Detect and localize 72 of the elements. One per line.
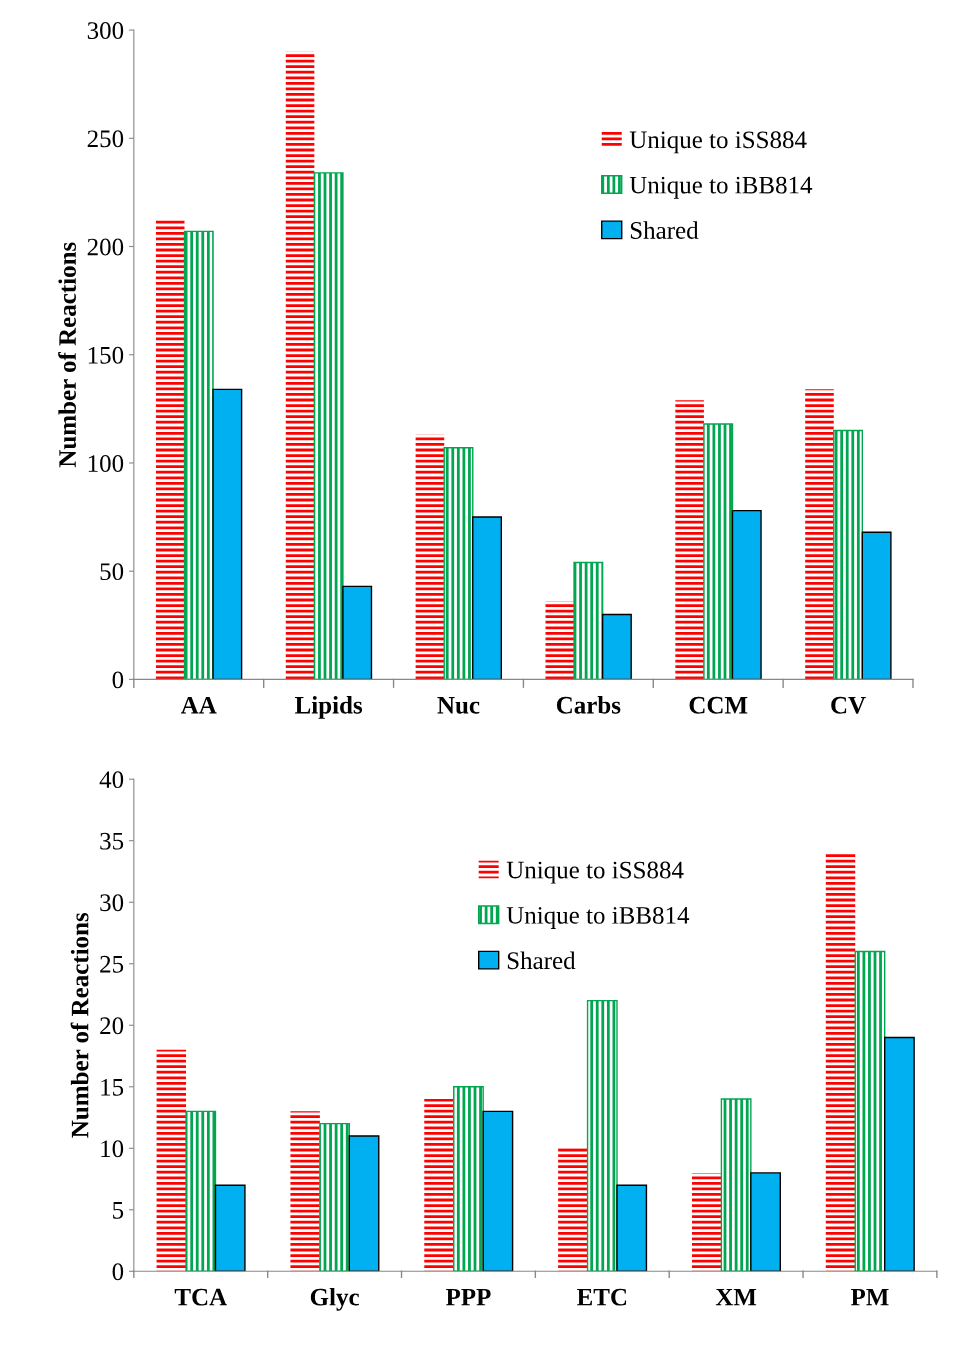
- y-tick-label: 250: [87, 130, 124, 148]
- x-tick-label: CCM: [689, 696, 748, 714]
- x-tick-label: PPP: [445, 1288, 491, 1306]
- x-tick-label: TCA: [174, 1288, 227, 1306]
- bar: [348, 1135, 380, 1272]
- x-tick-label: Nuc: [437, 697, 480, 714]
- y-tick-label: 150: [88, 346, 124, 364]
- x-tick-label: Glyc: [310, 1287, 359, 1311]
- bar: [472, 516, 503, 680]
- y-tick-label: 200: [87, 238, 124, 256]
- y-tick-label: 40: [99, 771, 124, 789]
- y-tick-label: 5: [113, 1202, 124, 1219]
- y-tick-label: 50: [100, 563, 124, 581]
- y-tick-label: 10: [101, 1140, 124, 1158]
- bar: [185, 1110, 217, 1272]
- y-tick-label: 300: [87, 22, 124, 39]
- bar: [443, 447, 474, 680]
- bar: [720, 1098, 752, 1272]
- bar: [883, 1036, 915, 1272]
- bar: [415, 434, 445, 680]
- y-tick-label: 35: [100, 832, 124, 850]
- bar: [453, 1086, 484, 1272]
- x-tick-label: AA: [180, 696, 217, 714]
- y-tick-label: 15: [101, 1078, 124, 1096]
- bar: [675, 400, 704, 680]
- y-tick-label: 0: [112, 671, 124, 689]
- bar: [342, 585, 373, 680]
- bar: [313, 172, 344, 680]
- bar: [861, 531, 892, 680]
- legend-label: Unique to iBB814: [506, 906, 690, 929]
- y-tick-label: 100: [88, 455, 124, 472]
- y-tick-label: 20: [100, 1017, 124, 1035]
- x-tick-label: XM: [715, 1288, 757, 1306]
- bar: [805, 389, 834, 680]
- bar: [691, 1172, 722, 1272]
- bar: [482, 1110, 514, 1272]
- bar: [214, 1184, 246, 1272]
- x-tick-label: Lipids: [295, 696, 363, 719]
- y-axis-title: Number of Reactions: [58, 242, 77, 468]
- bar: [290, 1111, 320, 1272]
- bar: [545, 601, 575, 680]
- bar: [703, 423, 734, 680]
- y-tick-label: 25: [100, 955, 124, 973]
- legend-label: Unique to iSS884: [629, 131, 807, 154]
- legend-label: Shared: [630, 221, 699, 239]
- bar: [155, 218, 185, 680]
- legend-label: Unique to iSS884: [506, 861, 684, 884]
- bar: [601, 613, 632, 680]
- y-tick-label: 30: [100, 894, 124, 912]
- legend-label: Shared: [507, 951, 576, 970]
- bar: [833, 429, 864, 680]
- bar: [586, 999, 618, 1272]
- legend-label: Unique to iBB814: [629, 176, 813, 199]
- y-tick-label: 0: [112, 1263, 124, 1281]
- bar: [212, 388, 243, 680]
- x-tick-label: CV: [831, 696, 866, 714]
- bar: [285, 51, 315, 680]
- bar: [183, 230, 214, 680]
- bar: [750, 1172, 781, 1272]
- bar: [558, 1148, 588, 1272]
- bar: [616, 1184, 648, 1272]
- bar: [825, 853, 856, 1272]
- x-tick-label: ETC: [577, 1288, 627, 1306]
- bar: [424, 1099, 454, 1272]
- x-tick-label: Carbs: [556, 696, 621, 714]
- bar: [854, 950, 886, 1272]
- y-axis-title: Number of Reactions: [70, 912, 89, 1138]
- bar: [319, 1122, 351, 1272]
- bar: [156, 1049, 187, 1272]
- x-tick-label: PM: [850, 1288, 889, 1306]
- bar: [731, 509, 762, 680]
- bar: [573, 561, 604, 680]
